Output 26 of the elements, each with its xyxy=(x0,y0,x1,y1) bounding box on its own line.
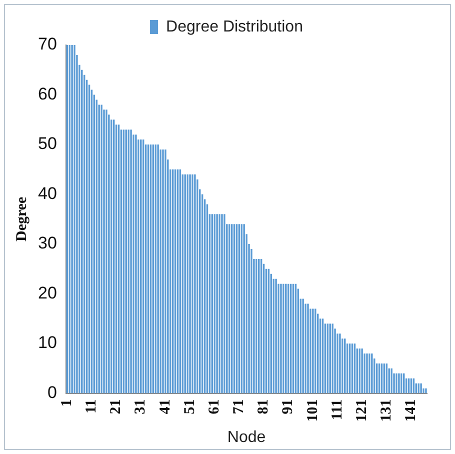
x-tick-label: 121 xyxy=(354,399,370,422)
y-tick-label: 50 xyxy=(38,134,57,154)
y-tick-label: 10 xyxy=(38,333,57,352)
x-tick-label: 21 xyxy=(108,399,124,414)
x-tick-label: 61 xyxy=(206,399,222,414)
x-tick-label: 111 xyxy=(329,399,346,420)
y-axis-title: Degree xyxy=(14,196,30,242)
x-tick-label: 131 xyxy=(378,399,395,422)
y-tick-label: 70 xyxy=(38,34,57,54)
x-tick-label: 31 xyxy=(132,399,149,414)
y-tick-label: 30 xyxy=(38,234,57,253)
x-axis-title: Node xyxy=(227,428,266,446)
y-tick-label: 60 xyxy=(38,84,57,104)
x-tick-label: 51 xyxy=(182,399,198,414)
x-tick-label: 11 xyxy=(84,399,100,414)
x-tick-label: 41 xyxy=(157,399,174,414)
x-tick-label: 91 xyxy=(280,399,296,414)
x-tick-label: 81 xyxy=(256,399,272,414)
legend-label: Degree Distribution xyxy=(166,18,303,36)
y-tick-label: 40 xyxy=(38,184,57,203)
x-tick-label: 101 xyxy=(304,399,321,422)
x-tick-label: 1 xyxy=(59,399,76,407)
y-tick-label: 0 xyxy=(47,382,57,402)
x-tick-label: 71 xyxy=(231,399,248,414)
x-tick-label: 141 xyxy=(403,399,420,422)
y-tick-label: 20 xyxy=(38,283,57,302)
